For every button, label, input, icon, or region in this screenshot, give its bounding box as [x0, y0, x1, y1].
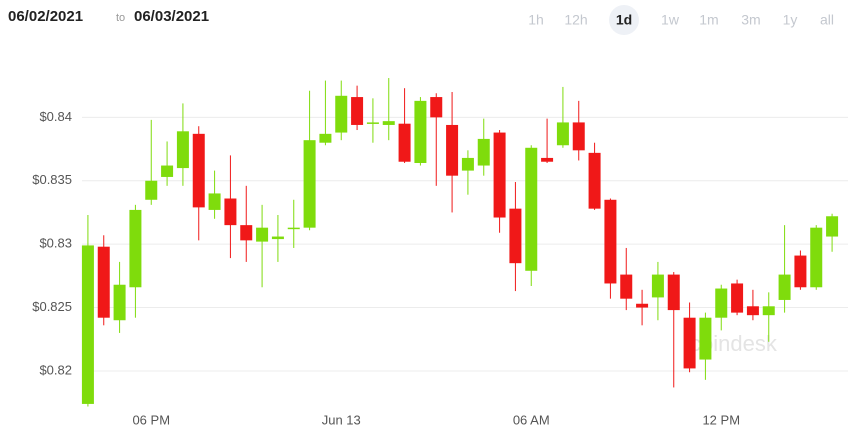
x-tick-label: 06 PM — [132, 412, 170, 427]
candle-body — [762, 306, 775, 316]
candle-body — [113, 284, 126, 321]
y-tick-label: $0.84 — [39, 109, 72, 124]
candle-body — [461, 157, 474, 171]
range-button[interactable]: 1h — [528, 12, 544, 28]
candle-body — [366, 122, 379, 124]
candle-body — [731, 283, 744, 313]
candle-body — [398, 123, 411, 162]
date-separator: to — [116, 12, 125, 24]
range-button[interactable]: 1y — [783, 12, 798, 28]
candle-body — [303, 140, 316, 228]
candle-body — [176, 131, 189, 169]
candle-body — [414, 100, 427, 163]
candle-body — [826, 216, 839, 237]
candle-body — [620, 274, 633, 299]
x-tick-label: 12 PM — [702, 412, 740, 427]
candle-body — [746, 306, 759, 316]
candle-body — [810, 227, 823, 288]
candle-body — [651, 274, 664, 298]
y-tick-label: $0.825 — [32, 299, 72, 314]
candle-body — [351, 97, 364, 125]
range-selected-bg — [609, 5, 639, 35]
candle-body — [192, 133, 205, 208]
range-button[interactable]: 1d — [616, 12, 632, 28]
candle-body — [556, 122, 569, 146]
candle-body — [572, 122, 585, 151]
candle-body — [477, 138, 490, 166]
candle-body — [715, 288, 728, 318]
candle-body — [208, 193, 221, 210]
candle-body — [667, 274, 680, 311]
candle-body — [81, 245, 94, 404]
candle-body — [588, 152, 601, 209]
y-tick-label: $0.835 — [32, 172, 72, 187]
range-button[interactable]: 3m — [741, 12, 760, 28]
candle-body — [319, 133, 332, 143]
range-button[interactable]: 12h — [564, 12, 587, 28]
range-button[interactable]: all — [820, 12, 834, 28]
range-button[interactable]: 1w — [661, 12, 680, 28]
candle-body — [525, 147, 538, 271]
y-tick-label: $0.83 — [39, 236, 72, 251]
candle-body — [271, 236, 284, 240]
candle-body — [287, 227, 300, 230]
candle-body — [145, 180, 158, 200]
range-button[interactable]: 1m — [699, 12, 718, 28]
candle-body — [541, 157, 554, 162]
candle-body — [335, 95, 348, 133]
start-date: 06/02/2021 — [8, 8, 83, 25]
candle-body — [493, 132, 506, 218]
candle-body — [129, 209, 142, 288]
candle-body — [446, 124, 459, 176]
candle-body — [604, 199, 617, 284]
candle-body — [509, 208, 522, 264]
candle-body — [794, 255, 807, 288]
candle-body — [224, 198, 237, 226]
candle-body — [256, 227, 269, 242]
candle-body — [240, 225, 253, 241]
candle-body — [430, 97, 443, 118]
candle-body — [778, 274, 791, 300]
candle-body — [382, 121, 395, 125]
candle-body — [636, 303, 649, 308]
end-date: 06/03/2021 — [134, 8, 209, 25]
candle-body — [683, 317, 696, 369]
candle-body — [161, 165, 174, 177]
x-tick-label: Jun 13 — [322, 412, 361, 427]
x-tick-label: 06 AM — [513, 412, 550, 427]
candle-body — [97, 246, 110, 318]
y-tick-label: $0.82 — [39, 362, 72, 377]
candle-body — [699, 317, 712, 360]
